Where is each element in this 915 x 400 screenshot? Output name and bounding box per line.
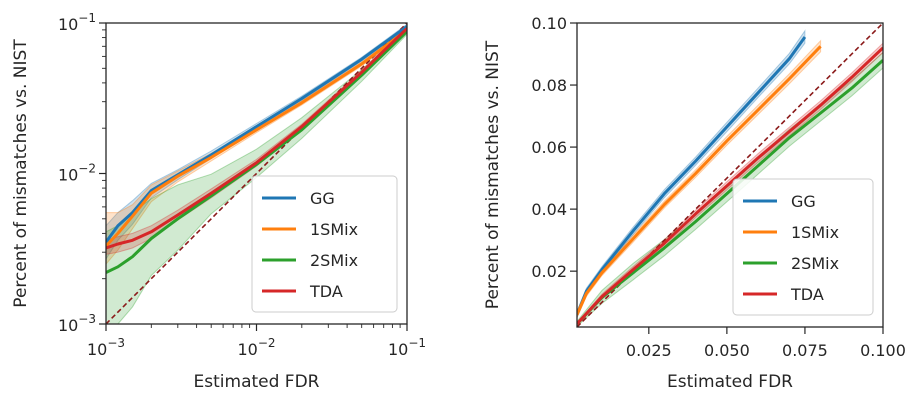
series-line-gg (106, 25, 407, 243)
series-line-1smix (106, 28, 407, 248)
reference-diagonal (106, 23, 407, 324)
y-tick-label: 10−2 (58, 162, 96, 185)
y-tick-label: 0.08 (531, 76, 567, 95)
y-tick-label: 0.04 (531, 200, 567, 219)
x-tick-label: 0.075 (782, 341, 828, 360)
legend-label-gg: GG (791, 192, 816, 211)
legend-label-tda: TDA (309, 282, 343, 301)
legend-label-tda: TDA (790, 285, 824, 304)
x-tick-label: 0.050 (704, 341, 750, 360)
x-tick-label: 10−2 (237, 336, 275, 359)
y-axis-label: Percent of mismatches vs. NIST (483, 40, 503, 309)
axes-frame (576, 22, 884, 328)
series-line-2smix (106, 30, 407, 274)
x-tick-label: 10−1 (388, 336, 426, 359)
series-line-tda (577, 46, 883, 325)
x-axis-label: Estimated FDR (667, 372, 793, 392)
y-tick-label: 0.10 (531, 14, 567, 33)
right-chart-panel: 0.025 0.050 0.075 0.100 0.02 0.04 0.06 0.08 0.10… (483, 14, 906, 392)
legend-label-2smix: 2SMix (310, 251, 358, 270)
legend-label-2smix: 2SMix (791, 254, 839, 273)
legend-label-1smix: 1SMix (791, 223, 839, 242)
series-line-gg (577, 36, 807, 316)
x-tick-label: 10−3 (87, 336, 125, 359)
legend-label-gg: GG (310, 189, 335, 208)
legend: GG 1SMix 2SMix TDA (732, 178, 874, 316)
series-line-2smix (577, 59, 883, 325)
y-axis-label: Percent of mismatches vs. NIST (11, 39, 31, 308)
x-axis-label: Estimated FDR (194, 372, 320, 392)
series-line-1smix (577, 45, 822, 316)
legend: GG 1SMix 2SMix TDA (251, 175, 398, 313)
legend-label-1smix: 1SMix (310, 220, 358, 239)
x-tick-label: 0.025 (626, 341, 672, 360)
left-chart-panel: 10−3 10−2 10−1 10−3 10−2 10−1 Estimated FDR Per… (11, 11, 426, 392)
y-tick-label: 0.02 (531, 262, 567, 281)
x-tick-label: 0.100 (860, 341, 906, 360)
y-tick-label: 10−3 (58, 312, 96, 335)
plot-area (577, 23, 883, 327)
band-tda (106, 25, 407, 255)
y-tick-label: 0.06 (531, 138, 567, 157)
series-line-tda (106, 27, 407, 250)
legend-box (251, 175, 398, 313)
y-tick-label: 10−1 (58, 11, 96, 34)
legend-box (732, 178, 874, 316)
